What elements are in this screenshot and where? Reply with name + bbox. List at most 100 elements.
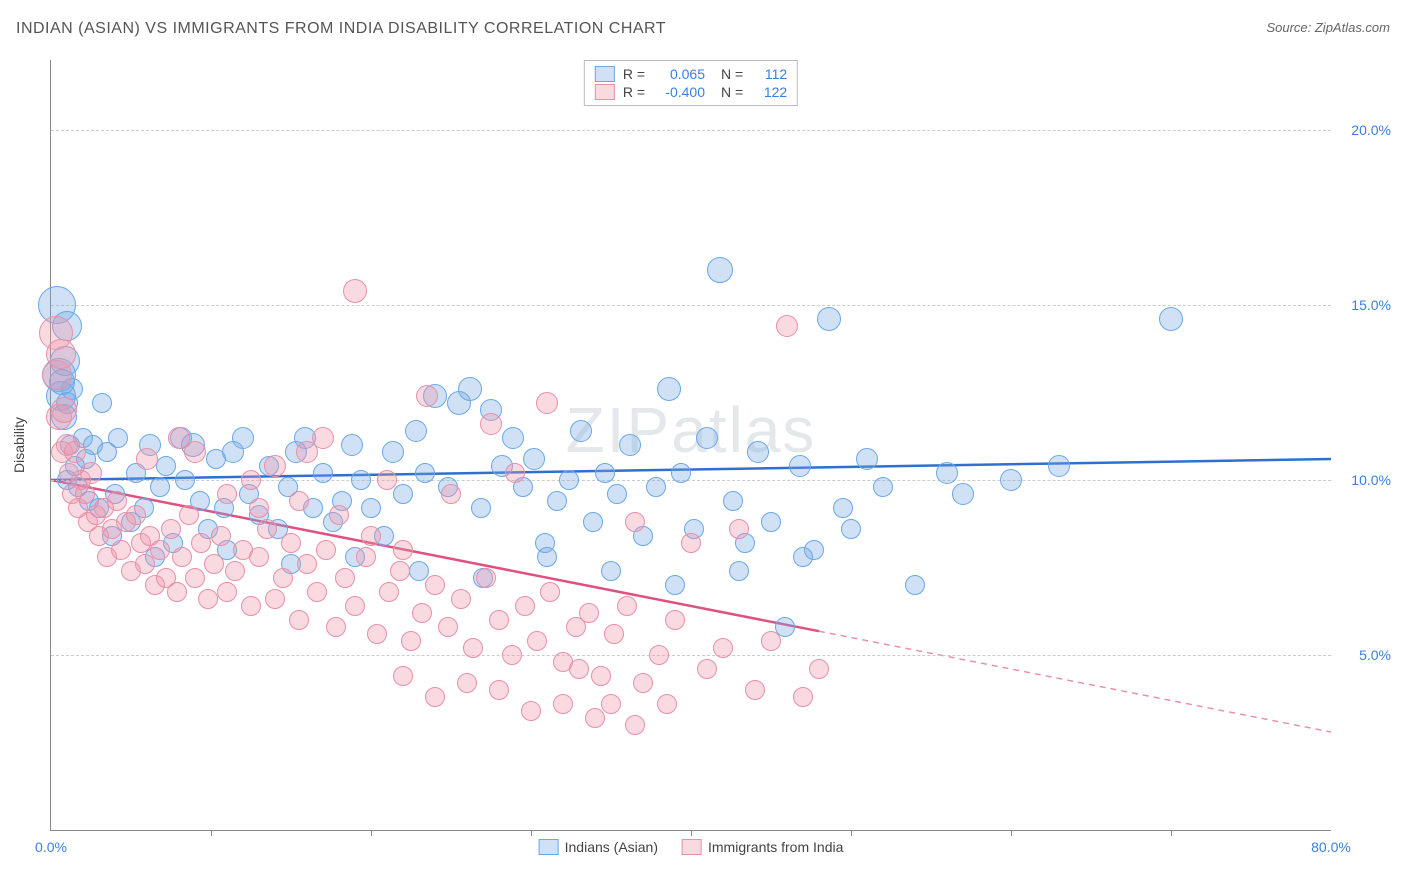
- stats-row: R = 0.065 N = 112: [595, 65, 787, 83]
- data-point: [458, 377, 482, 401]
- data-point: [343, 279, 367, 303]
- data-point: [438, 617, 458, 637]
- data-point: [377, 470, 397, 490]
- stats-row: R =-0.400N =122: [595, 83, 787, 101]
- data-point: [217, 484, 237, 504]
- data-point: [793, 547, 813, 567]
- data-point: [604, 624, 624, 644]
- legend-item: Immigrants from India: [682, 839, 843, 855]
- data-point: [537, 547, 557, 567]
- legend-item: Indians (Asian): [539, 839, 658, 855]
- xtick-mark: [851, 830, 852, 836]
- data-point: [185, 568, 205, 588]
- data-point: [356, 547, 376, 567]
- n-label: N =: [721, 66, 743, 82]
- n-value: 112: [751, 66, 787, 82]
- data-point: [489, 680, 509, 700]
- data-point: [249, 498, 269, 518]
- ytick-label: 5.0%: [1336, 647, 1391, 663]
- data-point: [761, 631, 781, 651]
- data-point: [547, 491, 567, 511]
- data-point: [111, 540, 131, 560]
- r-label: R =: [623, 84, 645, 100]
- title-bar: INDIAN (ASIAN) VS IMMIGRANTS FROM INDIA …: [16, 20, 1390, 50]
- r-value: 0.065: [653, 66, 705, 82]
- data-point: [313, 463, 333, 483]
- data-point: [527, 631, 547, 651]
- data-point: [75, 484, 95, 504]
- n-label: N =: [721, 84, 743, 100]
- data-point: [441, 484, 461, 504]
- data-point: [241, 470, 261, 490]
- data-point: [393, 540, 413, 560]
- data-point: [415, 463, 435, 483]
- data-point: [273, 568, 293, 588]
- data-point: [405, 420, 427, 442]
- data-point: [46, 339, 76, 369]
- data-point: [809, 659, 829, 679]
- data-point: [232, 427, 254, 449]
- data-point: [393, 484, 413, 504]
- data-point: [841, 519, 861, 539]
- data-point: [729, 519, 749, 539]
- data-point: [326, 617, 346, 637]
- data-point: [264, 455, 286, 477]
- ytick-label: 10.0%: [1336, 472, 1391, 488]
- data-point: [167, 582, 187, 602]
- data-point: [619, 434, 641, 456]
- y-axis-label: Disability: [11, 417, 27, 473]
- data-point: [225, 561, 245, 581]
- data-point: [401, 631, 421, 651]
- data-point: [633, 673, 653, 693]
- plot-area: Disability ZIPatlas R =0.065N =112R =-0.…: [50, 60, 1331, 831]
- data-point: [873, 477, 893, 497]
- source-prefix: Source:: [1266, 20, 1314, 35]
- data-point: [540, 582, 560, 602]
- data-point: [316, 540, 336, 560]
- legend-label: Immigrants from India: [708, 839, 843, 855]
- data-point: [367, 624, 387, 644]
- xtick-mark: [1171, 830, 1172, 836]
- legend-swatch: [595, 84, 615, 100]
- data-point: [936, 462, 958, 484]
- data-point: [523, 448, 545, 470]
- data-point: [649, 645, 669, 665]
- data-point: [521, 701, 541, 721]
- data-point: [425, 575, 445, 595]
- data-point: [211, 526, 231, 546]
- data-point: [681, 533, 701, 553]
- data-point: [393, 666, 413, 686]
- xtick-label: 0.0%: [35, 839, 67, 855]
- data-point: [1048, 455, 1070, 477]
- data-point: [707, 257, 733, 283]
- data-point: [607, 484, 627, 504]
- data-point: [175, 470, 195, 490]
- data-point: [451, 589, 471, 609]
- data-point: [761, 512, 781, 532]
- data-point: [257, 519, 277, 539]
- data-point: [729, 561, 749, 581]
- data-point: [108, 428, 128, 448]
- data-point: [617, 596, 637, 616]
- r-label: R =: [623, 66, 645, 82]
- data-point: [335, 568, 355, 588]
- data-point: [150, 540, 170, 560]
- xtick-label: 80.0%: [1311, 839, 1351, 855]
- data-point: [217, 582, 237, 602]
- data-point: [713, 638, 733, 658]
- data-point: [595, 463, 615, 483]
- data-point: [150, 477, 170, 497]
- gridline-h: [51, 130, 1331, 131]
- gridline-h: [51, 305, 1331, 306]
- data-point: [553, 694, 573, 714]
- data-point: [382, 441, 404, 463]
- data-point: [390, 561, 410, 581]
- data-point: [583, 512, 603, 532]
- xtick-mark: [211, 830, 212, 836]
- data-point: [559, 470, 579, 490]
- data-point: [204, 554, 224, 574]
- legend-label: Indians (Asian): [565, 839, 658, 855]
- ytick-label: 20.0%: [1336, 122, 1391, 138]
- data-point: [297, 554, 317, 574]
- data-point: [241, 596, 261, 616]
